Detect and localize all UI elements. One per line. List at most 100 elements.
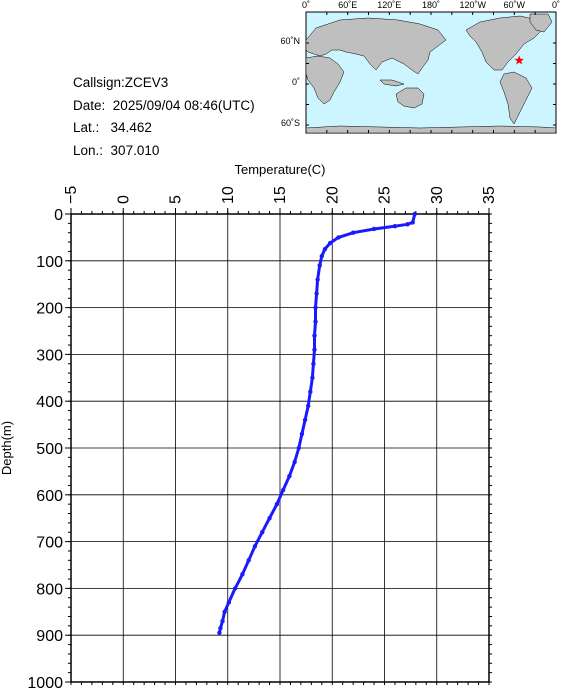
x-tick-label: 35	[481, 186, 498, 204]
profile-point	[260, 530, 265, 535]
profile-point	[313, 305, 318, 310]
date-value: 2025/09/04 08:46(UTC)	[112, 97, 255, 113]
map-lon-label-3: 180˚	[422, 0, 440, 10]
profile-point	[267, 516, 272, 521]
lat-value: 34.462	[110, 120, 152, 135]
lon-value: 307.010	[110, 142, 160, 158]
land-australia	[395, 87, 425, 109]
profile-point	[313, 319, 318, 324]
x-tick-label: 15	[272, 186, 289, 204]
x-tick-label: −5	[63, 186, 80, 204]
date-row: Date: 2025/09/04 08:46(UTC)	[73, 95, 255, 118]
x-tick-label: 25	[377, 186, 394, 204]
land-africa	[305, 55, 345, 105]
profile-point	[312, 333, 317, 338]
profile-point	[312, 347, 317, 352]
map-lon-label-4: 120˚W	[459, 0, 486, 10]
map-lon-label-5: 60˚W	[504, 0, 526, 10]
map-lon-label-2: 120˚E	[377, 0, 401, 10]
x-tick-label: 10	[220, 186, 237, 204]
profile-point	[310, 375, 315, 380]
profile-point	[405, 222, 410, 227]
y-tick-labels: 0 100 200 300 400 500 600 700 800 900 1000	[27, 207, 63, 690]
x-tick-label: 5	[168, 195, 185, 204]
x-tick-label: 0	[115, 195, 132, 204]
chart-grid	[70, 213, 490, 683]
profile-point	[350, 230, 356, 235]
profile-point	[287, 473, 292, 479]
y-axis-title: Depth(m)	[0, 421, 14, 475]
profile-point	[280, 487, 286, 493]
y-tick-label: 1000	[27, 675, 63, 690]
callsign-label: Callsign:	[73, 75, 125, 90]
map-lat-label-1: 0˚	[292, 77, 300, 87]
world-map: 0˚ 60˚E 120˚E 180˚ 120˚W 60˚W 0˚ 60˚N 0˚…	[280, 0, 560, 134]
map-lon-label-6: 0˚	[552, 0, 560, 10]
land-greenland	[529, 13, 553, 33]
profile-point	[296, 445, 302, 451]
lon-row: Lon.: 307.010	[73, 140, 255, 163]
y-tick-label: 700	[36, 535, 63, 552]
date-label: Date:	[73, 97, 106, 113]
map-lat-label-0: 60˚N	[280, 36, 300, 46]
x-tick-label: 30	[429, 186, 446, 204]
land-south-america	[499, 71, 533, 125]
profile-point	[226, 600, 231, 605]
land-indonesia	[379, 79, 405, 87]
profile-point	[217, 630, 222, 636]
profile-point	[319, 253, 324, 259]
lon-label: Lon.:	[73, 142, 104, 158]
callsign-value: ZCEV3	[124, 75, 169, 90]
x-axis-title: Temperature(C)	[234, 162, 325, 177]
y-tick-label: 0	[54, 207, 63, 224]
profile-point	[308, 389, 313, 395]
profile-point	[246, 558, 251, 563]
y-tick-label: 400	[36, 394, 63, 411]
station-info: Callsign:ZCEV3 Date: 2025/09/04 08:46(UT…	[73, 72, 255, 162]
profile-point	[302, 417, 308, 423]
profile-points	[217, 211, 418, 636]
lat-row: Lat.: 34.462	[73, 117, 255, 140]
y-tick-label: 600	[36, 488, 63, 505]
y-tick-label: 300	[36, 347, 63, 364]
profile-point	[412, 211, 418, 217]
profile-point	[299, 431, 305, 437]
map-lon-label-0: 0˚	[302, 0, 310, 10]
profile-point	[317, 263, 322, 268]
y-tick-label: 200	[36, 301, 63, 318]
callsign-row: Callsign:ZCEV3	[73, 72, 255, 95]
profile-point	[222, 609, 227, 614]
profile-point	[336, 235, 341, 240]
land-eurasia	[305, 17, 447, 75]
profile-point	[392, 223, 398, 229]
x-tick-label: 20	[324, 186, 341, 204]
y-tick-label: 100	[36, 254, 63, 271]
profile-point	[306, 403, 311, 409]
profile-point	[292, 459, 297, 465]
profile-point	[274, 501, 280, 507]
map-ticks	[305, 12, 557, 133]
y-tick-label: 800	[36, 581, 63, 598]
land-north-america	[465, 15, 543, 71]
plot-frame	[70, 213, 490, 683]
profile-point	[240, 572, 245, 577]
profile-point	[311, 361, 316, 366]
y-tick-label: 900	[36, 628, 63, 645]
y-tick-label: 500	[36, 441, 63, 458]
profile-point	[314, 291, 319, 296]
profile-point	[327, 240, 333, 246]
x-tick-labels: −5 0 5 10 15 20 25 30 35	[63, 186, 498, 204]
lat-label: Lat.:	[73, 120, 100, 135]
temperature-depth-chart: −5 0 5 10 15 20 25 30 35 01002003004005006007008…	[0, 162, 498, 690]
map-lat-label-2: 60˚S	[281, 118, 300, 128]
profile-point	[410, 220, 415, 225]
map-lon-label-1: 60˚E	[338, 0, 357, 10]
station-star-icon	[514, 55, 524, 65]
profile-point	[220, 618, 225, 624]
profile-point	[371, 226, 377, 232]
profile-point	[315, 277, 320, 282]
profile-point	[252, 544, 258, 549]
profile-point	[232, 586, 238, 591]
profile-point	[322, 246, 328, 252]
